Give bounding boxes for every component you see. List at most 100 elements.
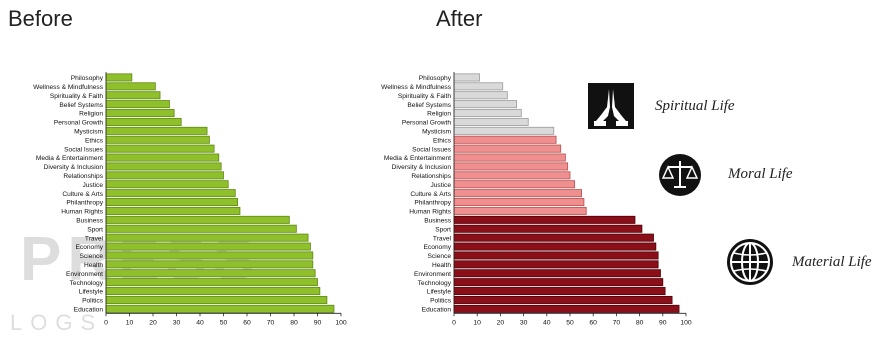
category-label: Belief Systems bbox=[407, 102, 451, 109]
x-tick-label: 0 bbox=[104, 319, 108, 326]
x-tick-label: 30 bbox=[173, 319, 181, 326]
category-label: Personal Growth bbox=[402, 120, 451, 127]
category-label: Ethics bbox=[433, 137, 452, 144]
category-label: Relationships bbox=[63, 173, 103, 180]
category-label: Ethics bbox=[85, 137, 104, 144]
bar bbox=[453, 162, 569, 171]
x-tick-label: 40 bbox=[196, 319, 204, 326]
category-label: Social Issues bbox=[64, 146, 104, 153]
x-tick-label: 60 bbox=[243, 319, 251, 326]
category-label: Environment bbox=[66, 271, 103, 278]
category-label: Lifestyle bbox=[427, 289, 452, 296]
x-tick-label: 20 bbox=[497, 319, 505, 326]
category-label: Personal Growth bbox=[54, 120, 103, 127]
category-label: Politics bbox=[430, 298, 452, 305]
category-label: Social Issues bbox=[412, 146, 452, 153]
category-label: Human Rights bbox=[409, 209, 451, 216]
x-tick-label: 70 bbox=[267, 319, 275, 326]
x-tick-label: 50 bbox=[566, 319, 574, 326]
x-tick-label: 50 bbox=[220, 319, 228, 326]
category-label: Philosophy bbox=[71, 75, 104, 82]
bar bbox=[453, 109, 522, 118]
x-tick-label: 20 bbox=[149, 319, 157, 326]
bar bbox=[453, 215, 636, 224]
category-label: Culture & Arts bbox=[410, 191, 451, 198]
category-label: Education bbox=[422, 306, 452, 313]
bar bbox=[453, 251, 659, 260]
x-tick-label: 30 bbox=[520, 319, 528, 326]
bar bbox=[453, 91, 508, 100]
bar bbox=[453, 100, 518, 109]
bar bbox=[453, 171, 571, 180]
category-label: Diversity & Inclusion bbox=[392, 164, 452, 171]
category-label: Human Rights bbox=[61, 209, 103, 216]
category-label: Mysticism bbox=[74, 128, 103, 135]
category-label: Lifestyle bbox=[79, 289, 104, 296]
category-label: Travel bbox=[85, 235, 104, 242]
category-label: Economy bbox=[76, 244, 104, 251]
bar bbox=[453, 224, 643, 233]
x-tick-label: 0 bbox=[452, 319, 456, 326]
x-tick-label: 70 bbox=[613, 319, 621, 326]
x-tick-label: 60 bbox=[589, 319, 597, 326]
category-label: Travel bbox=[433, 235, 452, 242]
before-heading: Before bbox=[8, 6, 73, 31]
category-label: Health bbox=[84, 262, 103, 269]
category-label: Education bbox=[74, 306, 104, 313]
category-label: Wellness & Mindfulness bbox=[33, 84, 104, 91]
bar bbox=[453, 206, 587, 215]
bar bbox=[453, 269, 661, 278]
bar bbox=[453, 198, 585, 207]
category-label: Religion bbox=[79, 111, 103, 118]
bar bbox=[453, 117, 529, 126]
bar bbox=[453, 278, 664, 287]
category-label: Health bbox=[432, 262, 451, 269]
bar bbox=[453, 189, 582, 198]
category-label: Science bbox=[80, 253, 104, 260]
bar bbox=[453, 135, 557, 144]
x-tick-label: 90 bbox=[659, 319, 667, 326]
category-label: Justice bbox=[430, 182, 451, 189]
bar bbox=[453, 242, 657, 251]
category-label: Sport bbox=[435, 226, 451, 233]
x-tick-label: 90 bbox=[314, 319, 322, 326]
bar bbox=[453, 126, 555, 135]
category-label: Technology bbox=[418, 280, 452, 287]
category-label: Spirituality & Faith bbox=[398, 93, 451, 100]
category-label: Science bbox=[428, 253, 452, 260]
category-label: Technology bbox=[70, 280, 104, 287]
x-tick-label: 80 bbox=[290, 319, 298, 326]
category-label: Economy bbox=[424, 244, 452, 251]
bar bbox=[453, 144, 562, 153]
category-label: Philanthropy bbox=[66, 200, 103, 207]
bar bbox=[453, 82, 504, 91]
category-label: Belief Systems bbox=[59, 102, 103, 109]
bar bbox=[453, 304, 680, 313]
bar bbox=[453, 180, 576, 189]
category-label: Spirituality & Faith bbox=[50, 93, 103, 100]
x-tick-label: 10 bbox=[126, 319, 134, 326]
category-label: Media & Entertainment bbox=[36, 155, 103, 162]
bar bbox=[453, 295, 673, 304]
category-label: Philosophy bbox=[419, 75, 452, 82]
x-tick-label: 100 bbox=[335, 319, 347, 326]
bar bbox=[453, 73, 480, 82]
category-label: Media & Entertainment bbox=[384, 155, 451, 162]
x-tick-label: 100 bbox=[680, 319, 692, 326]
category-label: Philanthropy bbox=[414, 200, 451, 207]
category-label: Relationships bbox=[411, 173, 451, 180]
bar bbox=[453, 233, 654, 242]
category-label: Politics bbox=[82, 298, 104, 305]
category-label: Mysticism bbox=[422, 128, 451, 135]
x-tick-label: 40 bbox=[543, 319, 551, 326]
category-label: Diversity & Inclusion bbox=[44, 164, 104, 171]
category-label: Culture & Arts bbox=[62, 191, 103, 198]
category-label: Wellness & Mindfulness bbox=[381, 84, 452, 91]
x-tick-label: 10 bbox=[473, 319, 481, 326]
category-label: Business bbox=[424, 217, 451, 224]
category-label: Environment bbox=[414, 271, 451, 278]
category-label: Sport bbox=[87, 226, 103, 233]
category-label: Justice bbox=[82, 182, 103, 189]
